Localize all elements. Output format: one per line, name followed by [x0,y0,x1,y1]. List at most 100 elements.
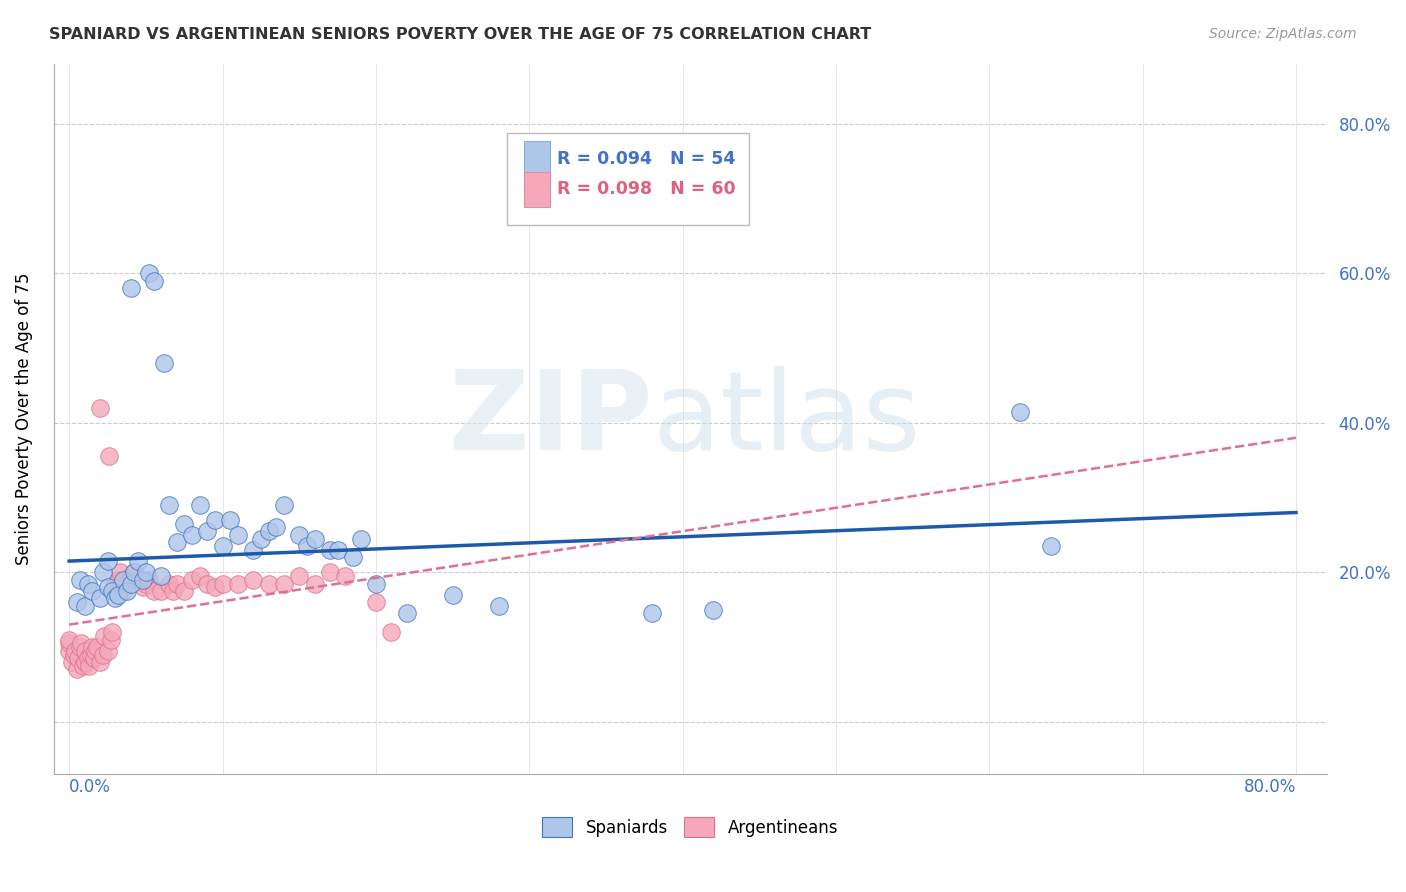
Point [138,266,160,280]
Point [150,584,173,599]
Point [93,629,115,643]
Point [107,573,129,587]
Point [62,648,84,662]
Point [153,356,176,370]
Text: ▪: ▪ [527,144,547,173]
Point [204,580,226,594]
Point [96,580,118,594]
Text: SPANIARD VS ARGENTINEAN SENIORS POVERTY OVER THE AGE OF 75 CORRELATION CHART: SPANIARD VS ARGENTINEAN SENIORS POVERTY … [49,27,872,42]
Point [120,281,142,295]
Point [84,644,107,658]
Point [264,520,287,534]
Point [101,625,124,640]
Point [257,524,280,539]
Point [73,655,96,669]
Point [1039,539,1062,553]
Point [1008,404,1031,418]
Point [111,584,134,599]
Point [641,607,664,621]
Point [69,573,91,587]
Point [100,632,122,647]
Point [257,576,280,591]
Point [132,573,155,587]
Point [104,591,127,606]
Point [195,576,218,591]
Point [82,584,104,599]
Point [319,566,342,580]
Point [166,576,188,591]
Point [319,542,342,557]
Text: R = 0.098   N = 60: R = 0.098 N = 60 [557,180,735,198]
Point [226,528,249,542]
Point [380,625,402,640]
Text: ZIP: ZIP [449,366,652,473]
Point [288,528,311,542]
Point [120,569,142,583]
Point [127,573,149,587]
Point [79,648,101,662]
Point [211,539,233,553]
Point [120,576,142,591]
Point [89,591,111,606]
Point [86,640,108,654]
Point [122,566,145,580]
Point [395,607,418,621]
Point [173,516,195,531]
Point [204,513,226,527]
Point [326,542,349,557]
Point [60,655,83,669]
Point [364,595,387,609]
Text: R = 0.094   N = 54: R = 0.094 N = 54 [557,150,735,168]
Point [132,580,155,594]
Text: atlas: atlas [652,366,921,473]
Point [117,576,139,591]
Point [142,274,165,288]
Text: 80.0%: 80.0% [1244,778,1296,796]
Point [73,599,96,613]
Point [58,644,80,658]
Point [107,588,129,602]
Point [135,576,157,591]
Point [73,644,96,658]
Point [335,569,357,583]
Point [58,632,80,647]
Point [108,566,131,580]
Point [138,573,160,587]
Point [58,636,80,650]
Point [89,401,111,415]
Point [96,554,118,568]
Point [188,498,211,512]
Point [77,658,100,673]
Point [66,595,89,609]
Point [219,513,242,527]
Point [111,573,134,587]
Point [242,573,264,587]
Point [127,554,149,568]
Point [89,655,111,669]
Point [180,528,202,542]
Point [162,584,184,599]
Point [104,576,127,591]
Point [98,450,121,464]
Point [349,532,371,546]
Point [76,576,98,591]
Point [72,658,94,673]
Point [157,576,180,591]
Point [364,576,387,591]
Point [288,569,311,583]
Point [226,576,249,591]
Point [142,584,165,599]
Text: ▪: ▪ [527,175,547,204]
Point [69,640,91,654]
Point [304,532,326,546]
Point [101,584,124,599]
Point [441,588,464,602]
Point [304,576,326,591]
Text: 0.0%: 0.0% [69,778,111,796]
Legend: Spaniards, Argentineans: Spaniards, Argentineans [536,810,845,844]
Point [82,640,104,654]
Point [117,584,139,599]
Point [273,576,295,591]
Point [70,636,93,650]
Point [702,602,724,616]
